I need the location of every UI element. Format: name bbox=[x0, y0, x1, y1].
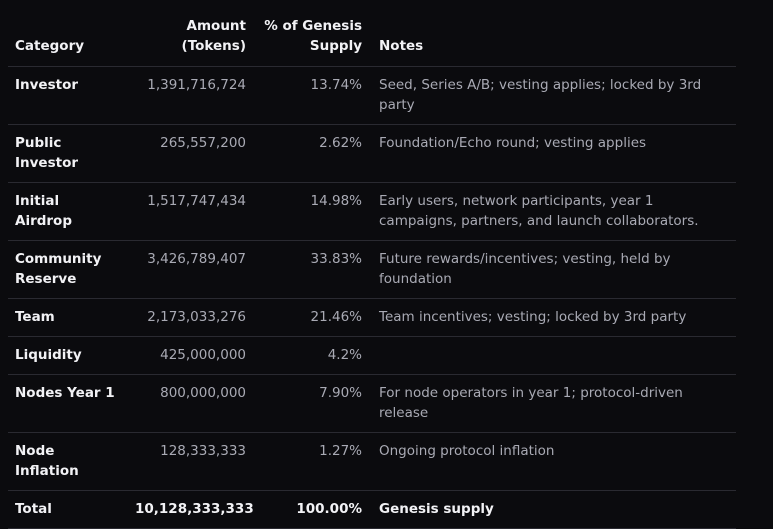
cell-amount: 800,000,000 bbox=[128, 374, 254, 433]
cell-category: Node Inflation bbox=[8, 432, 128, 491]
cell-notes: Early users, network participants, year … bbox=[370, 182, 736, 241]
cell-amount: 1,391,716,724 bbox=[128, 66, 254, 125]
cell-percent: 33.83% bbox=[254, 240, 370, 299]
cell-percent: 2.62% bbox=[254, 124, 370, 183]
cell-percent: 21.46% bbox=[254, 298, 370, 337]
cell-amount: 2,173,033,276 bbox=[128, 298, 254, 337]
cell-notes: Foundation/Echo round; vesting applies bbox=[370, 124, 736, 183]
cell-notes: Team incentives; vesting; locked by 3rd … bbox=[370, 298, 736, 337]
cell-notes: Ongoing protocol inflation bbox=[370, 432, 736, 491]
total-percent: 100.00% bbox=[254, 490, 370, 529]
cell-percent: 4.2% bbox=[254, 336, 370, 375]
header-amount-line1: Amount bbox=[186, 18, 246, 34]
cell-category: Nodes Year 1 bbox=[8, 374, 128, 433]
table-row: Team 2,173,033,276 21.46% Team incentive… bbox=[8, 298, 736, 337]
header-percent: % of Genesis Supply bbox=[254, 10, 370, 67]
header-percent-line2: Supply bbox=[309, 38, 362, 54]
cell-category: Initial Airdrop bbox=[8, 182, 128, 241]
total-category: Total bbox=[8, 490, 128, 529]
table-header: Category Amount (Tokens) % of Genesis Su… bbox=[8, 10, 736, 67]
cell-category: Investor bbox=[8, 66, 128, 125]
table-row: Initial Airdrop 1,517,747,434 14.98% Ear… bbox=[8, 182, 736, 241]
header-category: Category bbox=[8, 10, 128, 67]
cell-notes bbox=[370, 336, 736, 375]
table-row: Investor 1,391,716,724 13.74% Seed, Seri… bbox=[8, 66, 736, 125]
cell-category: Community Reserve bbox=[8, 240, 128, 299]
cell-amount: 425,000,000 bbox=[128, 336, 254, 375]
cell-percent: 14.98% bbox=[254, 182, 370, 241]
cell-amount: 128,333,333 bbox=[128, 432, 254, 491]
header-notes: Notes bbox=[370, 10, 736, 67]
cell-notes: Seed, Series A/B; vesting applies; locke… bbox=[370, 66, 736, 125]
total-row: Total 10,128,333,333 100.00% Genesis sup… bbox=[8, 490, 736, 529]
header-percent-line1: % of Genesis bbox=[264, 18, 362, 34]
total-amount: 10,128,333,333 bbox=[128, 490, 254, 529]
total-notes: Genesis supply bbox=[370, 490, 736, 529]
cell-notes: For node operators in year 1; protocol-d… bbox=[370, 374, 736, 433]
cell-amount: 265,557,200 bbox=[128, 124, 254, 183]
table-row: Community Reserve 3,426,789,407 33.83% F… bbox=[8, 240, 736, 299]
table-row: Node Inflation 128,333,333 1.27% Ongoing… bbox=[8, 432, 736, 491]
cell-percent: 13.74% bbox=[254, 66, 370, 125]
table-row: Nodes Year 1 800,000,000 7.90% For node … bbox=[8, 374, 736, 433]
header-amount: Amount (Tokens) bbox=[128, 10, 254, 67]
cell-category: Team bbox=[8, 298, 128, 337]
page: Category Amount (Tokens) % of Genesis Su… bbox=[8, 10, 736, 529]
header-amount-line2: (Tokens) bbox=[181, 38, 246, 54]
cell-amount: 3,426,789,407 bbox=[128, 240, 254, 299]
token-allocation-table: Category Amount (Tokens) % of Genesis Su… bbox=[8, 10, 736, 529]
table-body: Investor 1,391,716,724 13.74% Seed, Seri… bbox=[8, 66, 736, 529]
table-row: Public Investor 265,557,200 2.62% Founda… bbox=[8, 124, 736, 183]
cell-percent: 1.27% bbox=[254, 432, 370, 491]
header-row: Category Amount (Tokens) % of Genesis Su… bbox=[8, 10, 736, 67]
cell-amount: 1,517,747,434 bbox=[128, 182, 254, 241]
cell-percent: 7.90% bbox=[254, 374, 370, 433]
cell-category: Public Investor bbox=[8, 124, 128, 183]
cell-notes: Future rewards/incentives; vesting, held… bbox=[370, 240, 736, 299]
cell-category: Liquidity bbox=[8, 336, 128, 375]
table-row: Liquidity 425,000,000 4.2% bbox=[8, 336, 736, 375]
